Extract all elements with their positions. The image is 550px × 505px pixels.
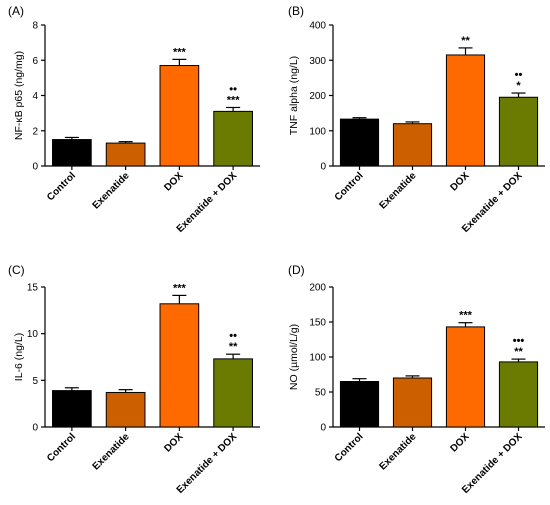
significance-label: ** — [514, 346, 523, 358]
y-tick-label: 300 — [309, 56, 326, 67]
y-tick-label: 5 — [32, 376, 38, 387]
y-tick-label: 0 — [32, 162, 38, 173]
significance-label: •• — [229, 330, 237, 342]
x-tick-label: Exenatide + DOX — [175, 431, 240, 496]
bar — [339, 118, 380, 167]
x-tick-label: Control — [45, 170, 78, 203]
x-tick-label: Control — [333, 170, 366, 203]
y-tick-label: 4 — [32, 91, 38, 102]
bar — [105, 391, 146, 428]
significance-label: *** — [173, 46, 187, 58]
bar — [159, 65, 200, 167]
bar — [105, 142, 146, 167]
significance-label: •• — [515, 69, 523, 81]
significance-label: •• — [229, 83, 237, 95]
significance-label: * — [516, 80, 521, 92]
bar — [392, 123, 433, 167]
x-tick-label: Control — [45, 431, 78, 464]
significance-label: ••• — [513, 335, 525, 347]
y-tick-label: 50 — [315, 388, 327, 399]
bar — [498, 96, 539, 167]
y-axis-label: IL-6 (ng/L) — [13, 333, 25, 381]
y-tick-label: 0 — [32, 423, 38, 434]
chart-panel: (A) 0 2 4 6 8 NF-κB p65 (ng/mg) Control Exenatid… — [8, 4, 260, 235]
bar — [213, 358, 253, 428]
chart-panel: (D) 0 50 100 150 200 NO (µmol/L/g) Control Exena… — [288, 263, 545, 496]
y-tick-label: 10 — [27, 329, 39, 340]
y-tick-label: 6 — [32, 56, 38, 67]
bar — [213, 110, 253, 167]
panel-label: (B) — [288, 4, 304, 18]
significance-label: *** — [173, 282, 187, 294]
bar — [445, 54, 486, 167]
chart-panel: (B) 0 100 200 300 400 TNF alpha (ng/L) Control E… — [288, 4, 545, 235]
significance-label: ** — [461, 35, 470, 47]
panel-label: (A) — [8, 4, 24, 18]
y-axis-label: NF-κB p65 (ng/mg) — [13, 51, 25, 140]
y-tick-label: 150 — [309, 318, 326, 329]
bar — [445, 326, 486, 428]
y-tick-label: 0 — [320, 162, 326, 173]
y-axis-label: NO (µmol/L/g) — [288, 324, 300, 390]
bar — [52, 390, 92, 428]
x-tick-label: Exenatide — [91, 431, 132, 472]
x-tick-label: Exenatide — [91, 170, 132, 211]
panel-label: (D) — [288, 263, 305, 277]
bar — [392, 377, 433, 428]
chart-panel: (C) 0 5 10 15 IL-6 (ng/L) Control Exenatide DOX *… — [8, 263, 260, 496]
x-tick-label: DOX — [449, 170, 472, 193]
y-tick-label: 0 — [320, 423, 326, 434]
y-tick-label: 200 — [309, 91, 326, 102]
bar — [498, 361, 539, 428]
significance-label: *** — [459, 310, 473, 322]
x-tick-label: Control — [333, 431, 366, 464]
bar — [159, 303, 200, 428]
x-tick-label: DOX — [162, 170, 185, 193]
y-axis-label: TNF alpha (ng/L) — [288, 56, 300, 135]
x-tick-label: Exenatide — [377, 431, 418, 472]
significance-label: *** — [227, 94, 241, 106]
bar — [52, 139, 92, 167]
x-tick-label: DOX — [449, 431, 472, 454]
x-tick-label: Exenatide — [377, 170, 418, 211]
y-tick-label: 100 — [309, 353, 326, 364]
y-tick-label: 2 — [32, 126, 38, 137]
y-tick-label: 8 — [32, 21, 38, 32]
y-tick-label: 100 — [309, 126, 326, 137]
y-tick-label: 400 — [309, 21, 326, 32]
y-tick-label: 200 — [309, 283, 326, 294]
panel-label: (C) — [8, 263, 25, 277]
x-tick-label: Exenatide + DOX — [175, 170, 240, 235]
x-tick-label: DOX — [162, 431, 185, 454]
significance-label: ** — [229, 341, 238, 353]
y-tick-label: 15 — [27, 283, 39, 294]
bar — [339, 381, 380, 428]
